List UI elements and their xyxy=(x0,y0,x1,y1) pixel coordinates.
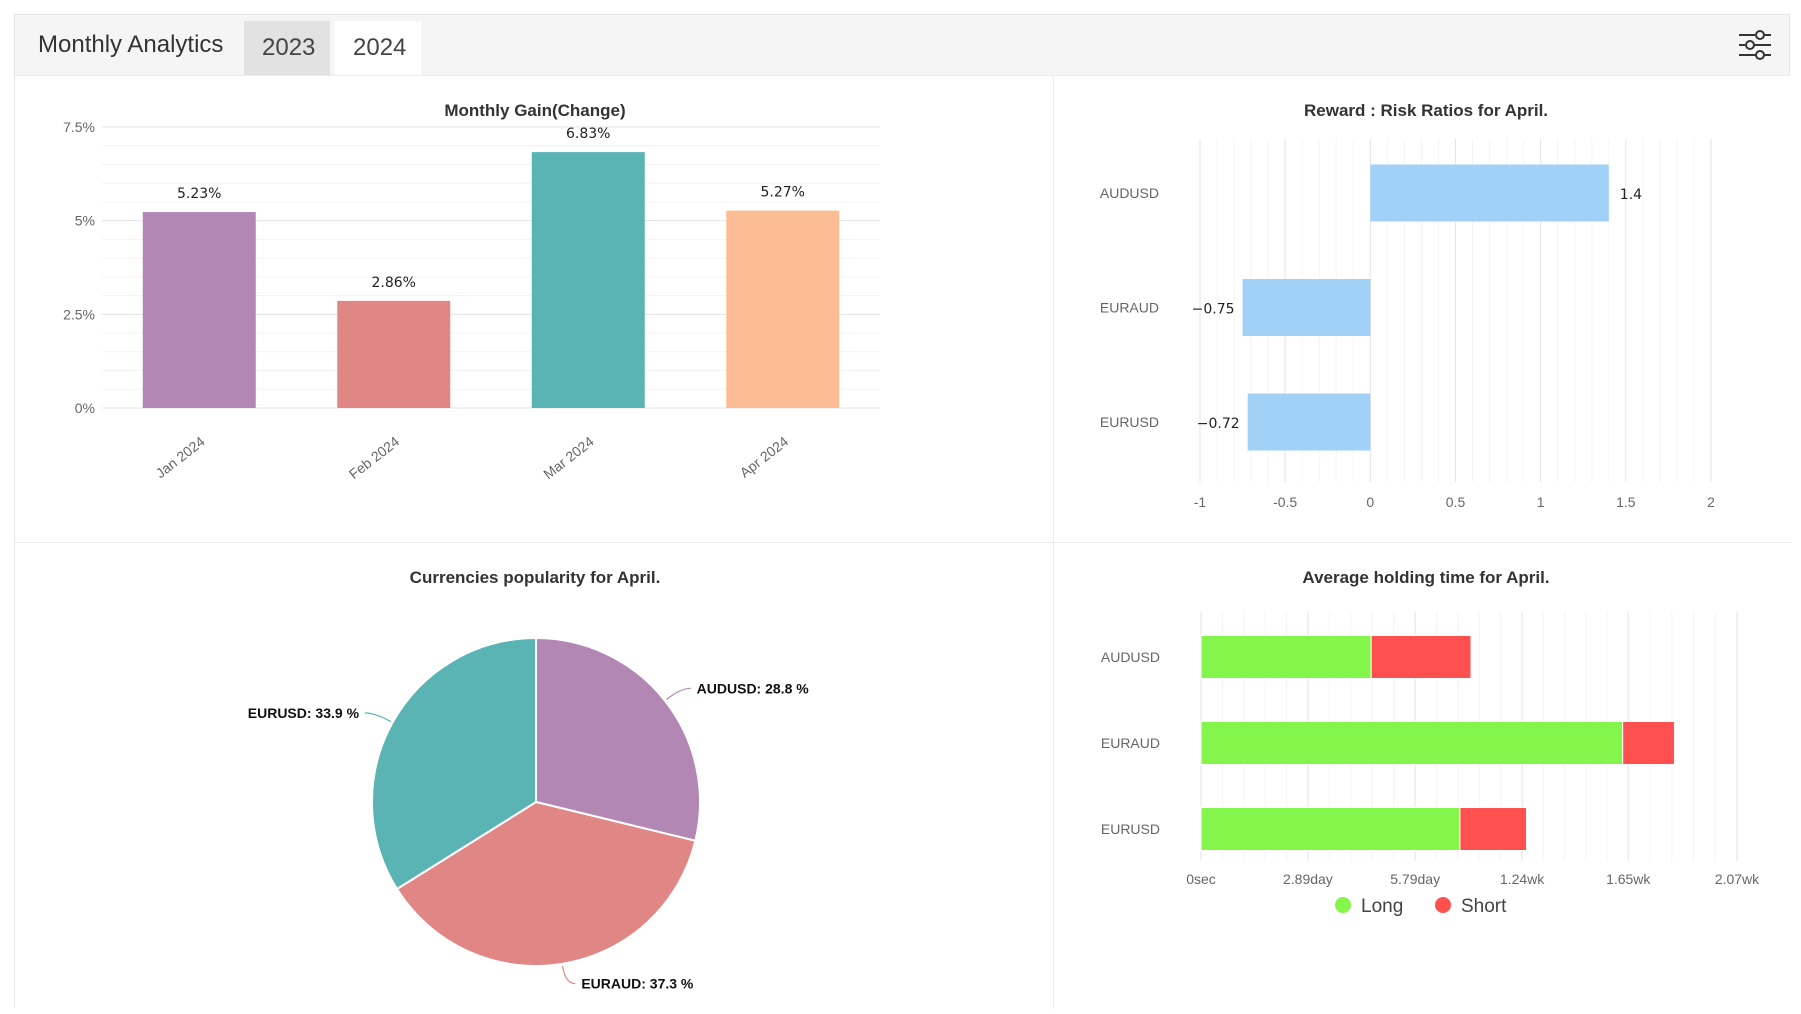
bar-segment xyxy=(1622,721,1675,765)
monthly-gain-chart: Monthly Gain(Change) 0% 2.5% 5% 7.5% 5.23% 2… xyxy=(63,101,880,482)
currency-popularity-chart: Currencies popularity for April. AUDUSD:… xyxy=(248,568,810,992)
x-tick-label: 5.79day xyxy=(1390,871,1440,887)
pie-slice xyxy=(535,636,701,842)
y-tick-label: 5% xyxy=(75,213,95,229)
pie-label: EURUSD: 33.9 % xyxy=(248,705,360,721)
holding-time-panel: Average holding time for April. AUDUSD EU… xyxy=(1054,543,1791,1009)
header-bar: Monthly Analytics 2023 2024 xyxy=(15,15,1789,76)
x-tick-label: 1.5 xyxy=(1616,494,1636,510)
bar xyxy=(337,300,451,408)
x-category-label: Feb 2024 xyxy=(346,433,403,482)
bar-segment xyxy=(1200,721,1624,765)
pie-connector xyxy=(365,712,392,723)
x-tick-label: 2.07wk xyxy=(1715,871,1760,887)
bar-segment xyxy=(1200,635,1372,679)
filter-settings-button[interactable] xyxy=(1735,27,1775,63)
y-category-label: EURUSD xyxy=(1101,821,1160,837)
y-tick-label: 7.5% xyxy=(63,119,95,135)
pie-slice xyxy=(371,636,537,891)
reward-risk-panel: Reward : Risk Ratios for April. 1.4 −0.75… xyxy=(1054,76,1791,543)
x-category-label: Apr 2024 xyxy=(737,433,792,481)
monthly-gain-panel: Monthly Gain(Change) 0% 2.5% 5% 7.5% 5.23% 2… xyxy=(15,76,1054,543)
currency-popularity-panel: Currencies popularity for April. AUDUSD:… xyxy=(15,543,1054,1009)
data-label: −0.75 xyxy=(1192,302,1235,318)
x-category-label: Jan 2024 xyxy=(153,433,208,481)
pie-label: AUDUSD: 28.8 % xyxy=(697,680,810,696)
chart-title: Reward : Risk Ratios for April. xyxy=(1304,101,1548,120)
data-label: 2.86% xyxy=(372,275,416,291)
data-label: 6.83% xyxy=(566,126,610,142)
y-tick-label: 0% xyxy=(75,400,95,416)
data-label: 5.23% xyxy=(177,186,221,202)
x-tick-label: 2.89day xyxy=(1283,871,1333,887)
page-title: Monthly Analytics xyxy=(38,31,224,58)
y-category-label: EURUSD xyxy=(1100,414,1159,430)
data-label: −0.72 xyxy=(1197,416,1240,432)
x-tick-label: 0sec xyxy=(1186,871,1216,887)
holding-time-chart: Average holding time for April. AUDUSD EU… xyxy=(1101,568,1760,917)
bar xyxy=(1247,393,1371,451)
bar xyxy=(1370,164,1609,222)
legend-marker xyxy=(1435,897,1451,913)
tab-2023[interactable]: 2023 xyxy=(244,21,330,75)
x-tick-label: 0.5 xyxy=(1446,494,1466,510)
tab-2024[interactable]: 2024 xyxy=(335,21,421,75)
data-label: 1.4 xyxy=(1620,187,1642,203)
pie-connector xyxy=(666,687,691,700)
legend-item[interactable]: Short xyxy=(1435,896,1507,917)
x-category-label: Mar 2024 xyxy=(540,433,597,482)
bar-segment xyxy=(1370,635,1472,679)
chart-title: Currencies popularity for April. xyxy=(410,568,661,587)
bar xyxy=(1242,279,1371,336)
legend-label: Long xyxy=(1361,896,1403,917)
bar-segment xyxy=(1200,807,1461,851)
y-category-label: AUDUSD xyxy=(1101,649,1160,665)
bar xyxy=(726,210,840,408)
x-tick-label: -1 xyxy=(1194,494,1207,510)
chart-title: Average holding time for April. xyxy=(1302,568,1549,587)
x-tick-label: -0.5 xyxy=(1273,494,1297,510)
x-tick-label: 1.24wk xyxy=(1500,871,1545,887)
bar xyxy=(142,212,256,408)
chart-title: Monthly Gain(Change) xyxy=(444,101,625,120)
legend-item[interactable]: Long xyxy=(1335,896,1403,917)
legend-marker xyxy=(1335,897,1351,913)
reward-risk-chart: Reward : Risk Ratios for April. 1.4 −0.75… xyxy=(1100,101,1715,510)
y-category-label: EURAUD xyxy=(1100,300,1159,316)
x-tick-label: 1.65wk xyxy=(1606,871,1651,887)
pie-connector xyxy=(561,965,576,985)
x-tick-label: 1 xyxy=(1537,494,1545,510)
y-tick-label: 2.5% xyxy=(63,306,95,322)
y-category-label: AUDUSD xyxy=(1100,185,1159,201)
bar xyxy=(531,152,645,408)
y-category-label: EURAUD xyxy=(1101,735,1160,751)
dashboard-frame: Monthly Analytics 2023 2024 Monthly Gain… xyxy=(14,14,1791,1009)
legend-label: Short xyxy=(1461,896,1507,917)
x-tick-label: 2 xyxy=(1707,494,1715,510)
bar-segment xyxy=(1459,807,1528,851)
data-label: 5.27% xyxy=(761,185,805,201)
pie-label: EURAUD: 37.3 % xyxy=(581,976,694,992)
sliders-icon xyxy=(1739,30,1771,60)
x-tick-label: 0 xyxy=(1366,494,1374,510)
